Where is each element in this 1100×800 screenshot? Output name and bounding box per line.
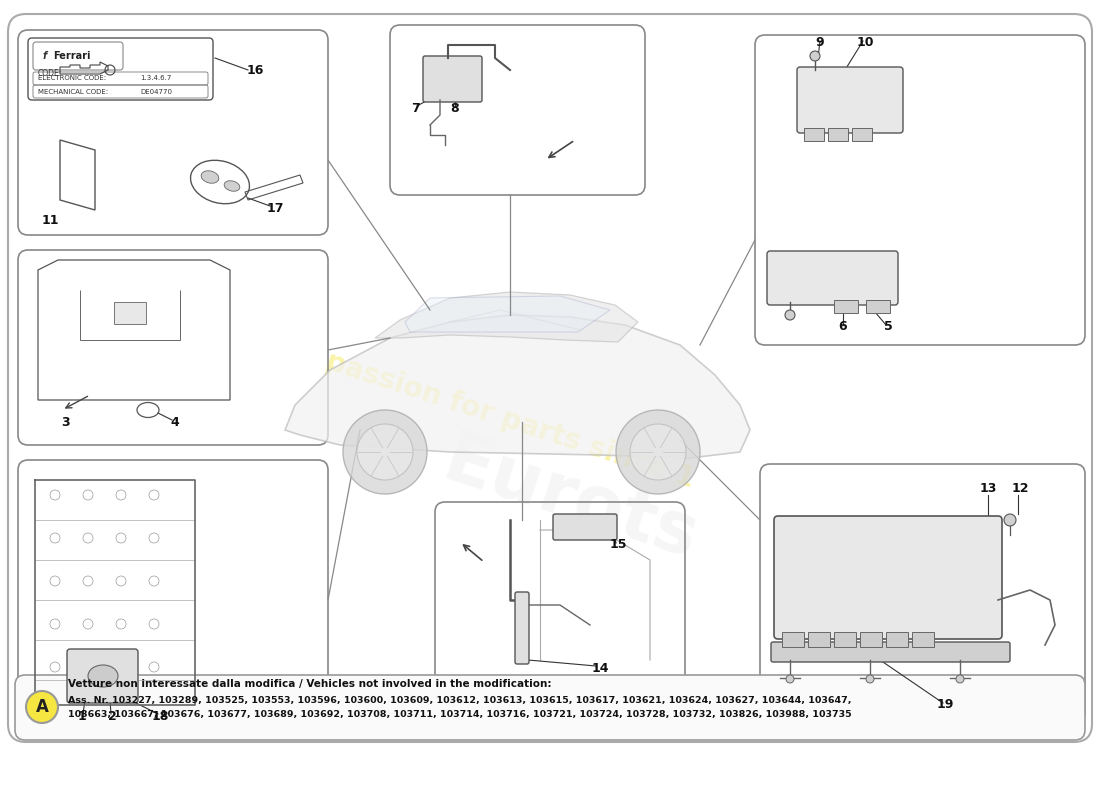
FancyBboxPatch shape <box>886 632 907 647</box>
Text: 6: 6 <box>838 321 847 334</box>
Ellipse shape <box>224 181 240 191</box>
FancyBboxPatch shape <box>553 514 617 540</box>
Ellipse shape <box>201 170 219 183</box>
Ellipse shape <box>88 665 118 687</box>
FancyBboxPatch shape <box>866 300 890 313</box>
FancyBboxPatch shape <box>782 632 804 647</box>
Text: DE04770: DE04770 <box>140 89 172 94</box>
FancyBboxPatch shape <box>912 632 934 647</box>
Circle shape <box>1004 514 1016 526</box>
FancyBboxPatch shape <box>852 128 872 141</box>
Polygon shape <box>405 296 611 332</box>
Circle shape <box>866 675 874 683</box>
FancyBboxPatch shape <box>424 56 482 102</box>
FancyBboxPatch shape <box>515 592 529 664</box>
Circle shape <box>26 691 58 723</box>
Text: 9: 9 <box>816 35 824 49</box>
Circle shape <box>616 410 700 494</box>
Text: 103663, 103667, 103676, 103677, 103689, 103692, 103708, 103711, 103714, 103716, : 103663, 103667, 103676, 103677, 103689, … <box>68 710 851 719</box>
Text: A: A <box>35 698 48 716</box>
FancyBboxPatch shape <box>860 632 882 647</box>
FancyBboxPatch shape <box>808 632 830 647</box>
Circle shape <box>956 675 964 683</box>
Text: 1: 1 <box>78 710 87 722</box>
FancyBboxPatch shape <box>828 128 848 141</box>
Text: 1.3.4.6.7: 1.3.4.6.7 <box>140 75 172 82</box>
Text: Ferrari: Ferrari <box>53 51 90 61</box>
Circle shape <box>785 310 795 320</box>
Text: 13: 13 <box>979 482 997 494</box>
Text: 19: 19 <box>936 698 954 711</box>
Text: 16: 16 <box>246 63 264 77</box>
Polygon shape <box>375 292 638 342</box>
FancyBboxPatch shape <box>804 128 824 141</box>
Circle shape <box>343 410 427 494</box>
Text: 10: 10 <box>856 35 873 49</box>
Text: Vetture non interessate dalla modifica / Vehicles not involved in the modificati: Vetture non interessate dalla modifica /… <box>68 679 551 689</box>
FancyBboxPatch shape <box>15 675 1085 740</box>
Text: passion for parts since 1: passion for parts since 1 <box>322 347 698 493</box>
Text: ELECTRONIC CODE:: ELECTRONIC CODE: <box>39 75 106 82</box>
FancyBboxPatch shape <box>798 67 903 133</box>
Circle shape <box>810 51 820 61</box>
FancyBboxPatch shape <box>774 516 1002 639</box>
FancyBboxPatch shape <box>834 300 858 313</box>
FancyBboxPatch shape <box>834 632 856 647</box>
Text: Eurots: Eurots <box>434 426 706 574</box>
Text: 3: 3 <box>62 415 70 429</box>
Text: 8: 8 <box>451 102 460 114</box>
Text: 5: 5 <box>883 321 892 334</box>
Circle shape <box>630 424 686 480</box>
Text: 18: 18 <box>152 710 168 722</box>
Circle shape <box>786 675 794 683</box>
Text: 4: 4 <box>170 415 179 429</box>
Polygon shape <box>285 315 750 458</box>
Text: f: f <box>43 51 47 61</box>
FancyBboxPatch shape <box>771 642 1010 662</box>
Text: 7: 7 <box>410 102 419 114</box>
Text: 17: 17 <box>266 202 284 214</box>
Text: 15: 15 <box>609 538 627 551</box>
Text: 11: 11 <box>42 214 58 226</box>
FancyBboxPatch shape <box>67 649 138 703</box>
Text: 14: 14 <box>592 662 608 674</box>
FancyBboxPatch shape <box>767 251 898 305</box>
Text: Ass. Nr. 103227, 103289, 103525, 103553, 103596, 103600, 103609, 103612, 103613,: Ass. Nr. 103227, 103289, 103525, 103553,… <box>68 695 851 705</box>
Text: 2: 2 <box>108 710 117 722</box>
Circle shape <box>358 424 412 480</box>
Text: CODE:: CODE: <box>39 69 63 78</box>
FancyBboxPatch shape <box>114 302 146 324</box>
Text: MECHANICAL CODE:: MECHANICAL CODE: <box>39 89 108 94</box>
Text: 12: 12 <box>1011 482 1028 494</box>
